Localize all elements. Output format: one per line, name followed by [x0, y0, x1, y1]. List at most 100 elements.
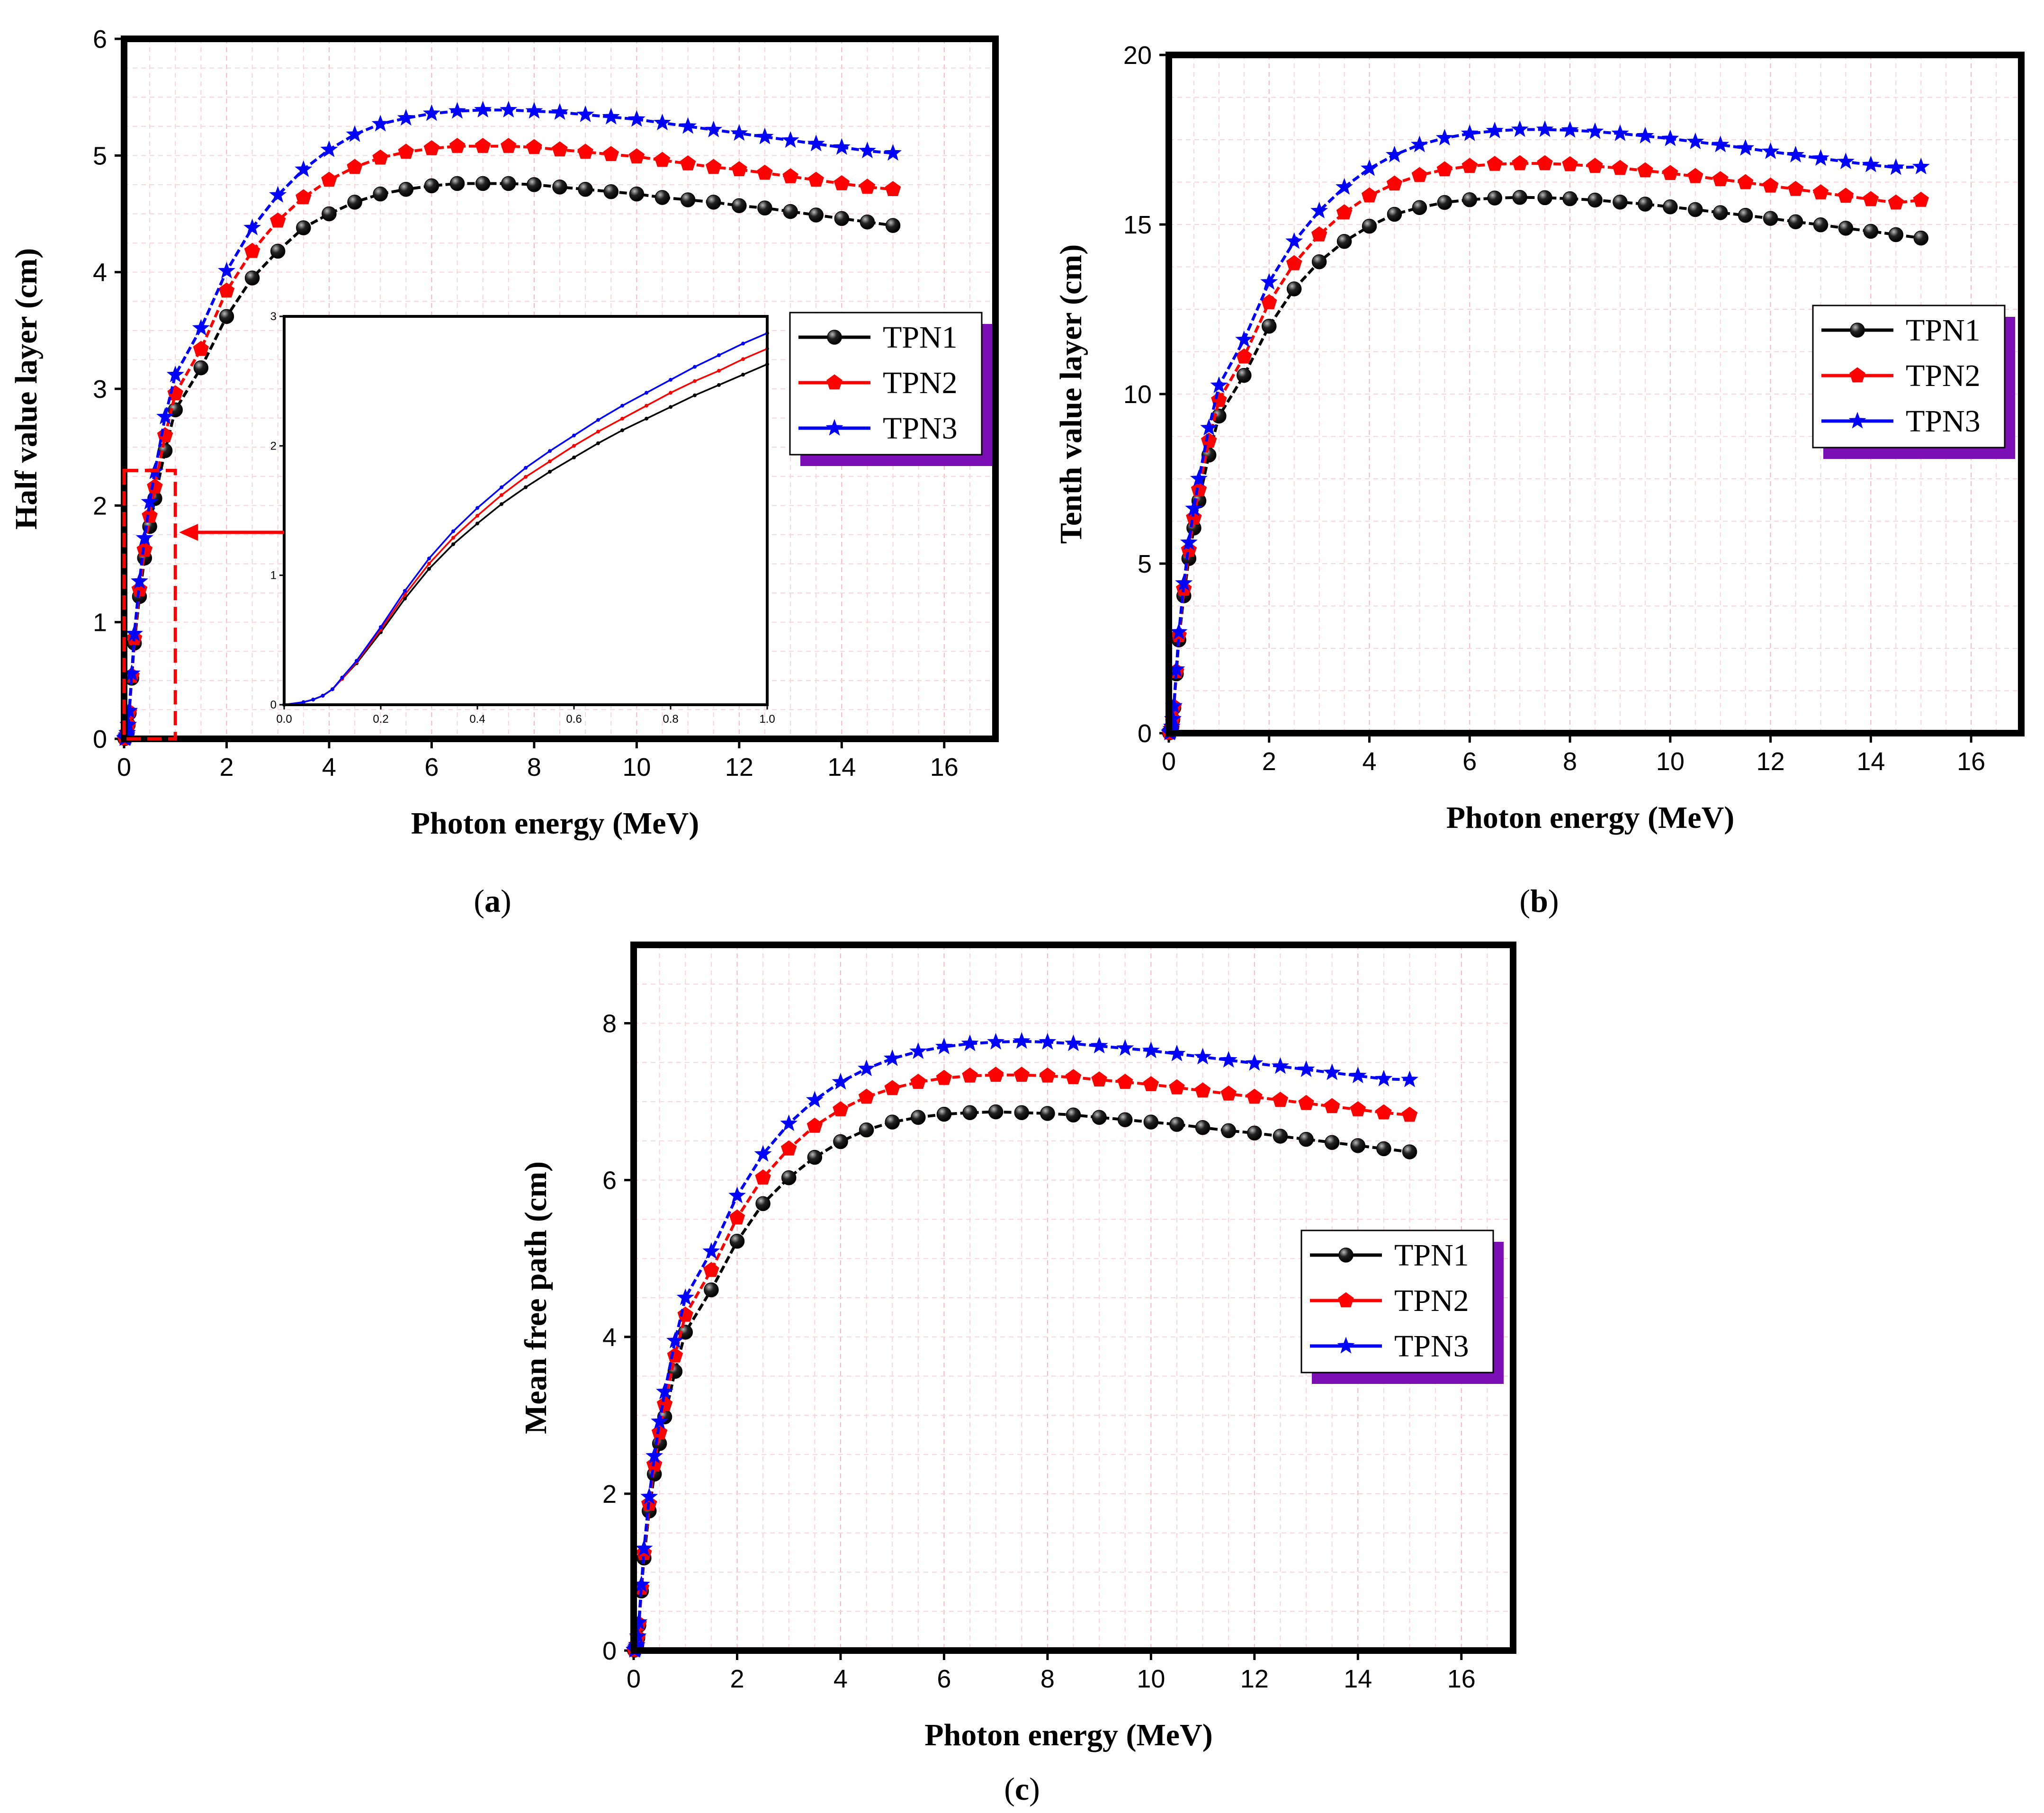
data-point-TPN2: [552, 141, 568, 157]
data-point-TPN3: [1461, 124, 1479, 141]
data-point-TPN3: [1246, 1054, 1264, 1071]
data-point-TPN2: [1637, 162, 1653, 178]
data-point-TPN2: [423, 140, 440, 155]
inset-x-tick-label: 1.0: [759, 713, 775, 726]
data-point-TPN2: [1401, 1106, 1418, 1122]
data-point-TPN3: [1812, 149, 1829, 166]
zoom-region-box: [122, 468, 177, 741]
data-point-TPN2: [526, 139, 542, 154]
data-point-TPN3: [141, 493, 159, 510]
data-point-TPN1: [729, 1234, 745, 1249]
x-tick-label: 0: [117, 753, 131, 781]
data-point-TPN2: [1737, 174, 1754, 189]
inset-point-TPN2: [548, 459, 552, 464]
data-point-TPN2: [398, 144, 414, 159]
data-point-TPN1: [1613, 194, 1628, 210]
series-line-TPN1: [1168, 196, 1921, 734]
data-point-TPN1: [219, 309, 234, 324]
inset-point-TPN2: [427, 562, 431, 566]
data-point-TPN2: [987, 1067, 1004, 1082]
x-tick-label: 4: [322, 753, 336, 781]
data-point-TPN2: [1143, 1076, 1159, 1091]
data-point-TPN3: [884, 144, 902, 161]
inset-point-TPN2: [645, 404, 648, 408]
series-TPN3: [626, 1032, 1418, 1658]
data-point-TPN3: [1887, 158, 1905, 175]
data-point-TPN1: [1221, 1123, 1236, 1139]
y-axis-label: Mean free path (cm): [519, 1161, 553, 1434]
inset-point-TPN2: [403, 592, 407, 597]
plot-frame: [630, 942, 1516, 1654]
data-point-TPN1: [1117, 1112, 1133, 1127]
data-point-TPN3: [1561, 121, 1579, 138]
data-point-TPN2: [628, 148, 645, 163]
x-tick-label: 2: [730, 1665, 744, 1693]
data-point-TPN3: [602, 108, 620, 125]
inset-y-tick-label: 0: [270, 699, 277, 711]
data-point-TPN1: [1562, 191, 1578, 206]
data-point-TPN1: [1350, 1138, 1366, 1153]
data-point-TPN1: [1487, 190, 1502, 206]
data-point-TPN3: [371, 115, 389, 132]
x-tick-label: 6: [1462, 747, 1477, 776]
inset-point-TPN2: [741, 357, 745, 361]
inset-point-TPN2: [524, 475, 528, 479]
data-point-TPN1: [859, 1122, 874, 1138]
data-point-TPN2: [321, 171, 337, 187]
inset-point-TPN3: [427, 556, 431, 561]
data-point-TPN2: [475, 137, 491, 153]
y-tick-label: 6: [602, 1167, 617, 1195]
data-point-TPN2: [603, 146, 619, 162]
inset-x-tick-label: 0.4: [469, 713, 485, 726]
data-point-TPN2: [372, 149, 388, 165]
data-point-TPN3: [635, 1539, 653, 1556]
data-point-TPN2: [1191, 481, 1207, 497]
data-point-TPN1: [1387, 206, 1402, 222]
y-tick-label: 1: [93, 609, 107, 637]
data-point-TPN3: [1170, 623, 1188, 640]
data-point-TPN2: [1537, 155, 1553, 171]
data-point-TPN3: [126, 624, 143, 642]
data-point-TPN1: [1788, 214, 1803, 230]
inset-point-TPN1: [403, 596, 407, 601]
data-point-TPN3: [1200, 419, 1218, 436]
inset-point-TPN3: [379, 625, 383, 629]
data-point-TPN1: [988, 1104, 1004, 1120]
inset-y-tick-label: 2: [270, 440, 277, 452]
y-tick-label: 8: [602, 1010, 617, 1038]
inset-point-TPN1: [620, 428, 624, 432]
y-axis-label: Half value layer (cm): [9, 248, 44, 530]
y-tick-label: 0: [602, 1637, 617, 1665]
data-point-TPN3: [676, 1288, 694, 1305]
data-point-TPN1: [1888, 227, 1904, 242]
data-point-TPN1: [296, 220, 311, 235]
data-point-TPN2: [1436, 161, 1453, 177]
data-point-TPN3: [806, 1091, 824, 1108]
data-point-TPN3: [448, 102, 466, 119]
data-point-TPN2: [1272, 1092, 1289, 1107]
data-point-TPN3: [1737, 139, 1755, 156]
data-point-TPN1: [449, 176, 465, 191]
data-point-TPN3: [666, 1331, 684, 1348]
inset-point-TPN3: [403, 589, 407, 593]
data-point-TPN2: [962, 1067, 978, 1083]
data-point-TPN3: [1065, 1034, 1082, 1051]
data-point-TPN1: [1402, 1144, 1417, 1159]
data-point-TPN1: [833, 1134, 848, 1149]
inset-point-TPN2: [669, 391, 672, 395]
inset-point-TPN3: [301, 700, 305, 704]
legend-marker-TPN3: [825, 419, 843, 436]
data-point-TPN1: [860, 214, 875, 230]
x-tick-label: 6: [937, 1665, 951, 1693]
data-point-TPN3: [1013, 1032, 1031, 1049]
data-point-TPN3: [640, 1488, 658, 1505]
data-point-TPN3: [780, 1114, 798, 1131]
x-tick-label: 16: [1957, 747, 1985, 776]
data-point-TPN1: [1286, 281, 1302, 296]
data-point-TPN1: [1712, 205, 1728, 220]
legend-label-TPN3: TPN3: [1394, 1329, 1469, 1364]
data-point-TPN3: [1486, 121, 1504, 139]
data-point-TPN2: [1336, 204, 1353, 220]
data-point-TPN3: [1349, 1067, 1367, 1084]
data-point-TPN2: [1863, 191, 1879, 206]
